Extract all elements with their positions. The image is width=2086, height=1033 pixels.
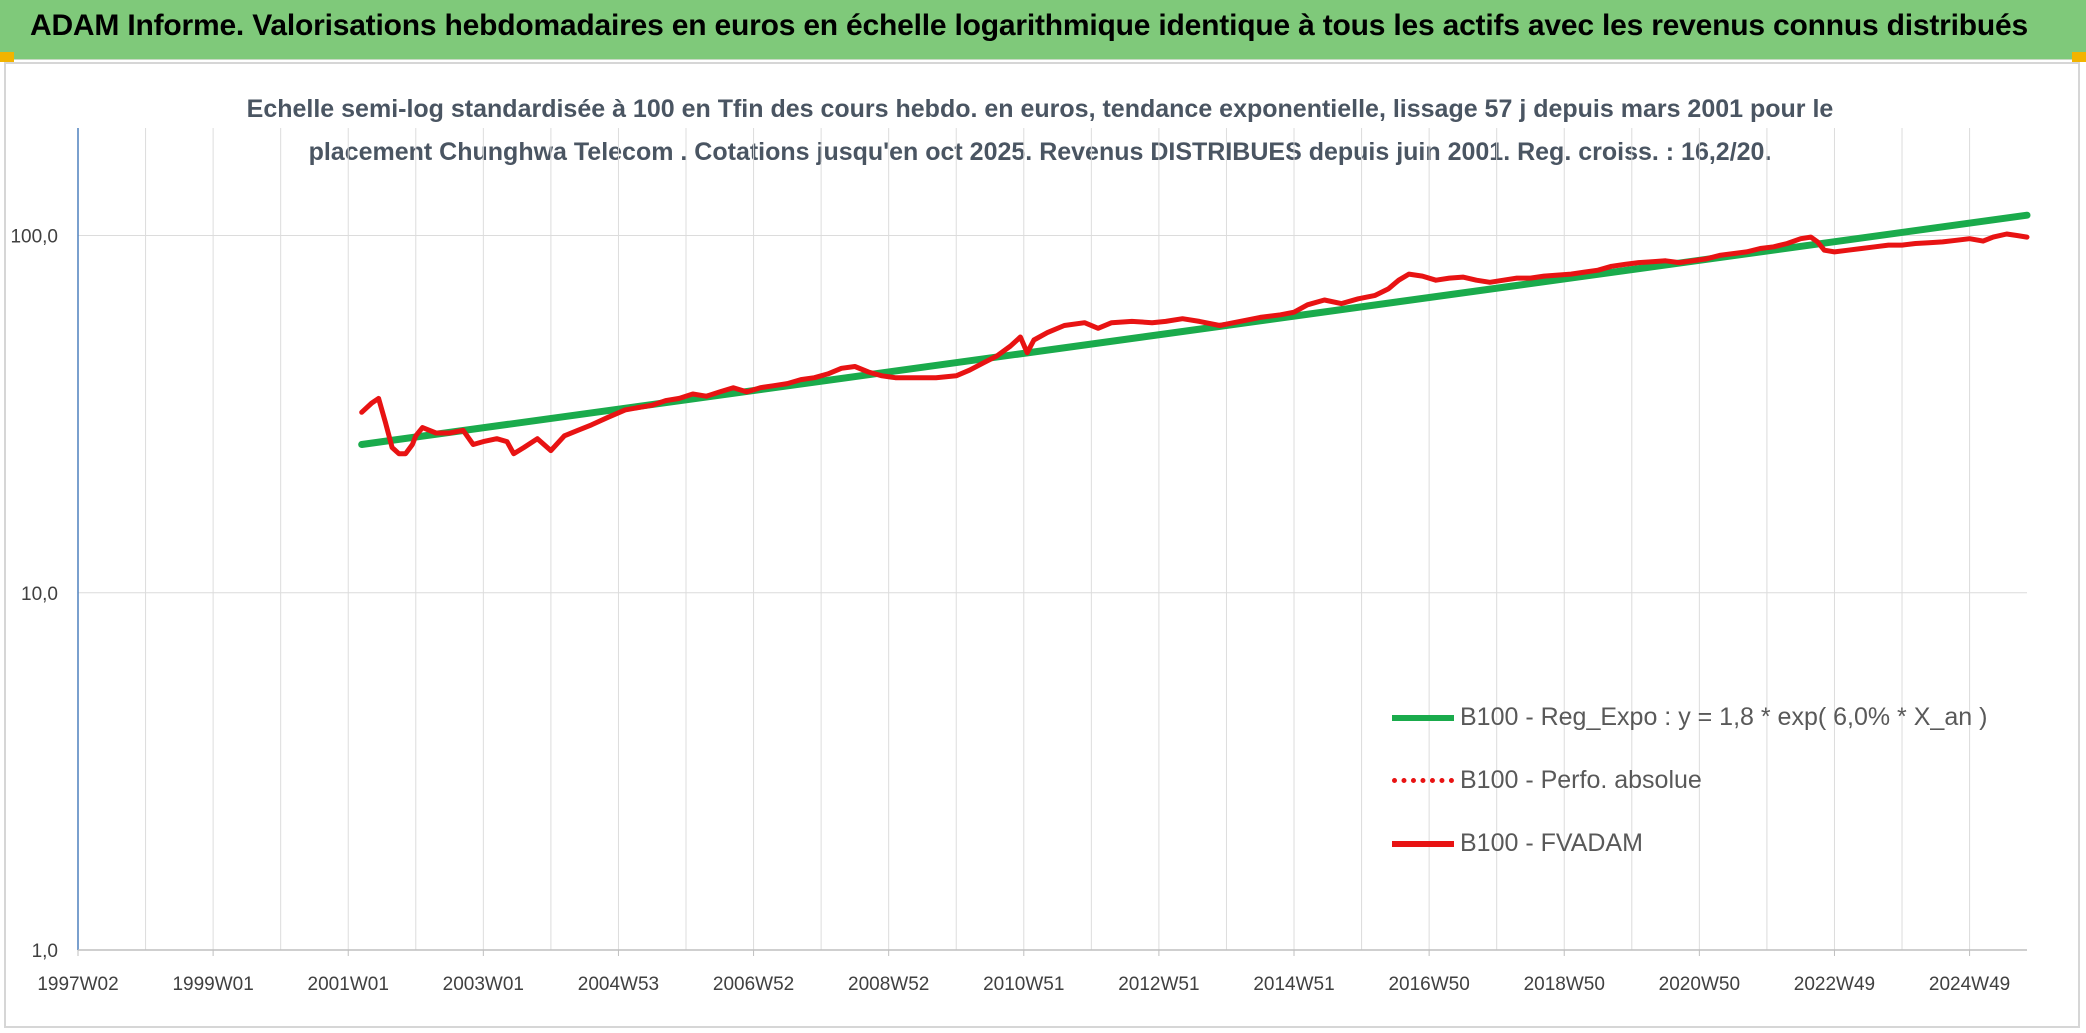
x-tick-label: 2016W50	[1388, 974, 1469, 995]
axis-layer: 1,0 10,0 100,0 1997W02 1999W01 2001W01 2003W01…	[10, 128, 2027, 995]
chart-title-line-1: Echelle semi-log standardisée à 100 en T…	[246, 95, 1834, 123]
x-tick-label: 2010W51	[983, 974, 1064, 995]
x-tick-label: 2022W49	[1794, 974, 1875, 995]
legend-label-regression: B100 - Reg_Expo : y = 1,8 * exp( 6,0% * …	[1460, 703, 1988, 731]
regression-trend-line	[358, 211, 2031, 448]
corner-marker-top-left	[0, 52, 14, 62]
x-tick-label: 2004W53	[578, 974, 659, 995]
x-tick-label: 2012W51	[1118, 974, 1199, 995]
legend-item-absolute-performance: B100 - Perfo. absolue	[1392, 749, 1987, 812]
chart-frame	[4, 62, 2080, 1028]
legend-label-absolute-performance: B100 - Perfo. absolue	[1460, 766, 1702, 794]
x-tick-label: 2018W50	[1524, 974, 1605, 995]
report-banner: ADAM Informe. Valorisations hebdomadaire…	[0, 0, 2086, 60]
chart-title: Echelle semi-log standardisée à 100 en T…	[200, 88, 1880, 174]
x-tick-label: 2006W52	[713, 974, 794, 995]
y-tick-label: 1,0	[32, 941, 58, 962]
x-tick-label: 2014W51	[1253, 974, 1334, 995]
chart-title-line-2: placement Chunghwa Telecom . Cotations j…	[308, 138, 1772, 166]
legend-swatch-regression	[1392, 714, 1454, 721]
y-tick-label: 10,0	[21, 584, 58, 605]
fvadam-series-line	[359, 231, 2030, 457]
x-tick-label: 2008W52	[848, 974, 929, 995]
x-tick-label: 2003W01	[443, 974, 524, 995]
legend-swatch-fvadam	[1392, 840, 1454, 847]
series-layer	[358, 211, 2031, 457]
x-tick-label: 2024W49	[1929, 974, 2010, 995]
legend-swatch-absolute-performance	[1392, 778, 1454, 783]
corner-marker-top-right	[2072, 52, 2086, 62]
y-tick-label: 100,0	[10, 227, 58, 248]
x-tick-label: 1999W01	[172, 974, 253, 995]
report-title: ADAM Informe. Valorisations hebdomadaire…	[30, 9, 2028, 42]
legend-label-fvadam: B100 - FVADAM	[1460, 829, 1643, 857]
chart-legend: B100 - Reg_Expo : y = 1,8 * exp( 6,0% * …	[1392, 686, 1987, 875]
x-tick-label: 2020W50	[1659, 974, 1740, 995]
x-tick-label: 1997W02	[37, 974, 118, 995]
legend-item-regression: B100 - Reg_Expo : y = 1,8 * exp( 6,0% * …	[1392, 686, 1987, 749]
x-tick-label: 2001W01	[308, 974, 389, 995]
grid-layer	[78, 128, 2027, 950]
legend-item-fvadam: B100 - FVADAM	[1392, 812, 1987, 875]
